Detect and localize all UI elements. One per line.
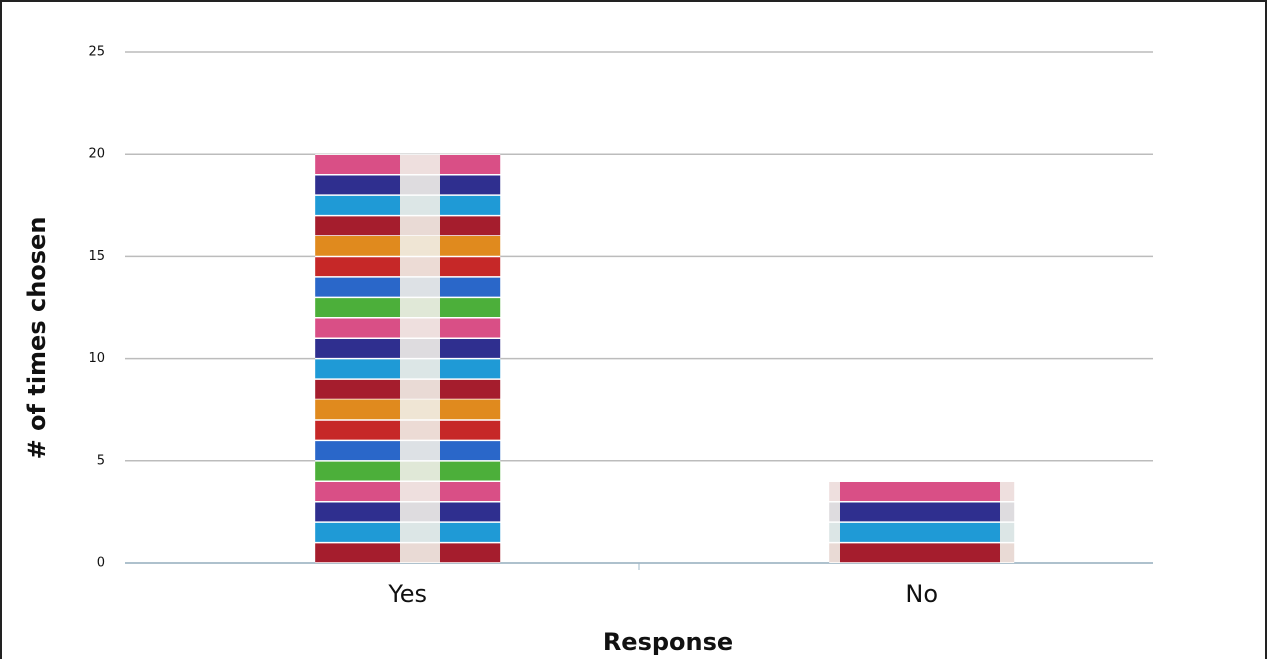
x-axis-title: Response [603,628,733,656]
bar [829,481,1015,563]
y-tick-label: 0 [97,556,105,571]
grid [125,51,1153,570]
bars [315,154,1015,563]
labels: 0 5 10 15 20 25 Yes No [88,45,938,609]
bar [315,154,501,563]
y-tick-label: 25 [88,45,105,60]
x-tick-label: Yes [387,580,427,608]
y-tick-label: 10 [88,351,105,366]
y-axis-title: # of times chosen [23,217,51,460]
x-tick-label: No [905,580,938,608]
y-tick-label: 15 [88,249,105,264]
y-tick-label: 5 [97,453,105,468]
y-tick-label: 20 [88,147,105,162]
